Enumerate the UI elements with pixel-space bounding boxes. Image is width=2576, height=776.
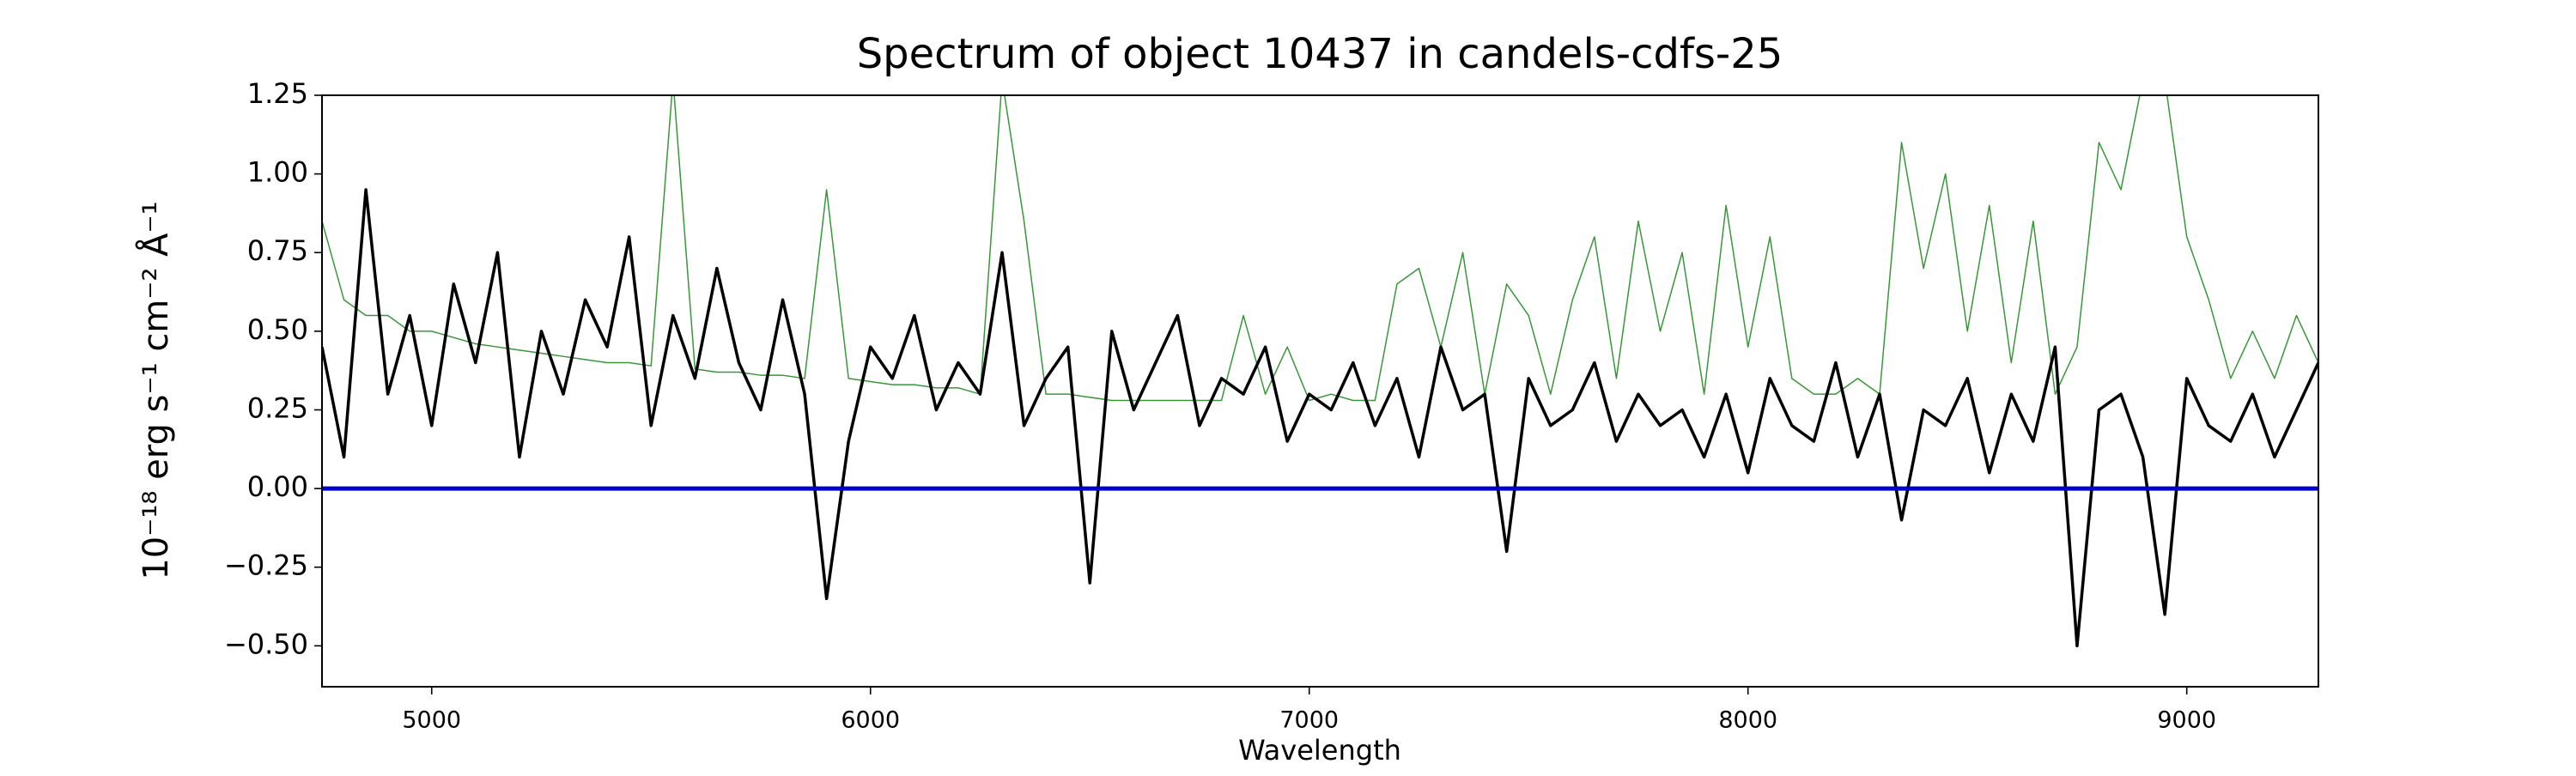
y-tick-label: 1.00 <box>247 156 308 189</box>
x-tick-label: 5000 <box>402 707 461 734</box>
y-tick-label: 0.50 <box>247 313 308 346</box>
x-tick-label: 9000 <box>2157 707 2216 734</box>
y-tick-label: 0.75 <box>247 234 308 267</box>
spectrum-line <box>322 95 2318 402</box>
x-tick-label: 8000 <box>1718 707 1777 734</box>
chart-title: Spectrum of object 10437 in candels-cdfs… <box>857 30 1783 78</box>
y-tick-label: −0.25 <box>224 549 308 582</box>
y-tick-label: 0.25 <box>247 391 308 424</box>
y-tick-label: 0.00 <box>247 470 308 503</box>
plot-lines <box>322 95 2318 648</box>
y-tick-label: 1.25 <box>247 77 308 110</box>
spectrum-line <box>322 188 2318 648</box>
y-tick-label: −0.50 <box>224 627 308 660</box>
x-tick-label: 7000 <box>1279 707 1339 734</box>
x-axis-label: Wavelength <box>1238 734 1401 767</box>
y-axis-label: 10⁻¹⁸ erg s⁻¹ cm⁻² Å⁻¹ <box>135 201 176 579</box>
x-tick-label: 6000 <box>841 707 900 734</box>
plot-frame <box>321 94 2319 688</box>
